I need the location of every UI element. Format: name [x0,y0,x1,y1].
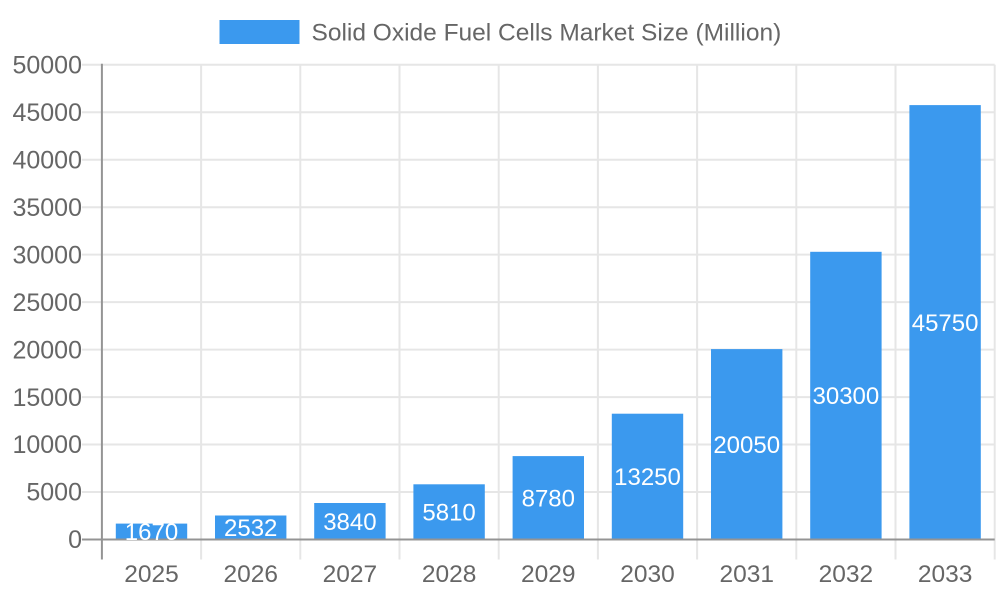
svg-text:40000: 40000 [12,146,82,174]
svg-text:20000: 20000 [12,336,82,364]
svg-text:Solid Oxide Fuel Cells Market: Solid Oxide Fuel Cells Market Size (Mill… [312,19,782,46]
svg-text:30300: 30300 [813,383,880,410]
svg-text:2026: 2026 [223,561,278,588]
svg-text:25000: 25000 [12,289,82,317]
svg-text:2031: 2031 [719,561,774,588]
svg-text:0: 0 [68,526,82,554]
svg-text:45750: 45750 [912,310,979,337]
svg-text:2032: 2032 [819,561,874,588]
svg-text:2033: 2033 [918,561,973,588]
svg-text:2029: 2029 [521,561,576,588]
svg-text:2027: 2027 [323,561,378,588]
svg-text:30000: 30000 [12,241,82,269]
svg-text:10000: 10000 [12,431,82,459]
svg-text:5000: 5000 [26,479,82,507]
svg-text:45000: 45000 [12,99,82,127]
svg-text:15000: 15000 [12,384,82,412]
svg-text:2030: 2030 [620,561,675,588]
svg-text:5810: 5810 [422,499,475,526]
svg-text:1670: 1670 [125,519,178,546]
svg-text:20050: 20050 [713,432,780,459]
svg-text:13250: 13250 [614,464,681,491]
svg-text:2025: 2025 [124,561,179,588]
svg-text:3840: 3840 [323,509,376,536]
svg-text:50000: 50000 [12,51,82,79]
svg-text:2028: 2028 [422,561,477,588]
svg-text:35000: 35000 [12,194,82,222]
svg-text:8780: 8780 [522,485,575,512]
svg-text:2532: 2532 [224,515,277,542]
